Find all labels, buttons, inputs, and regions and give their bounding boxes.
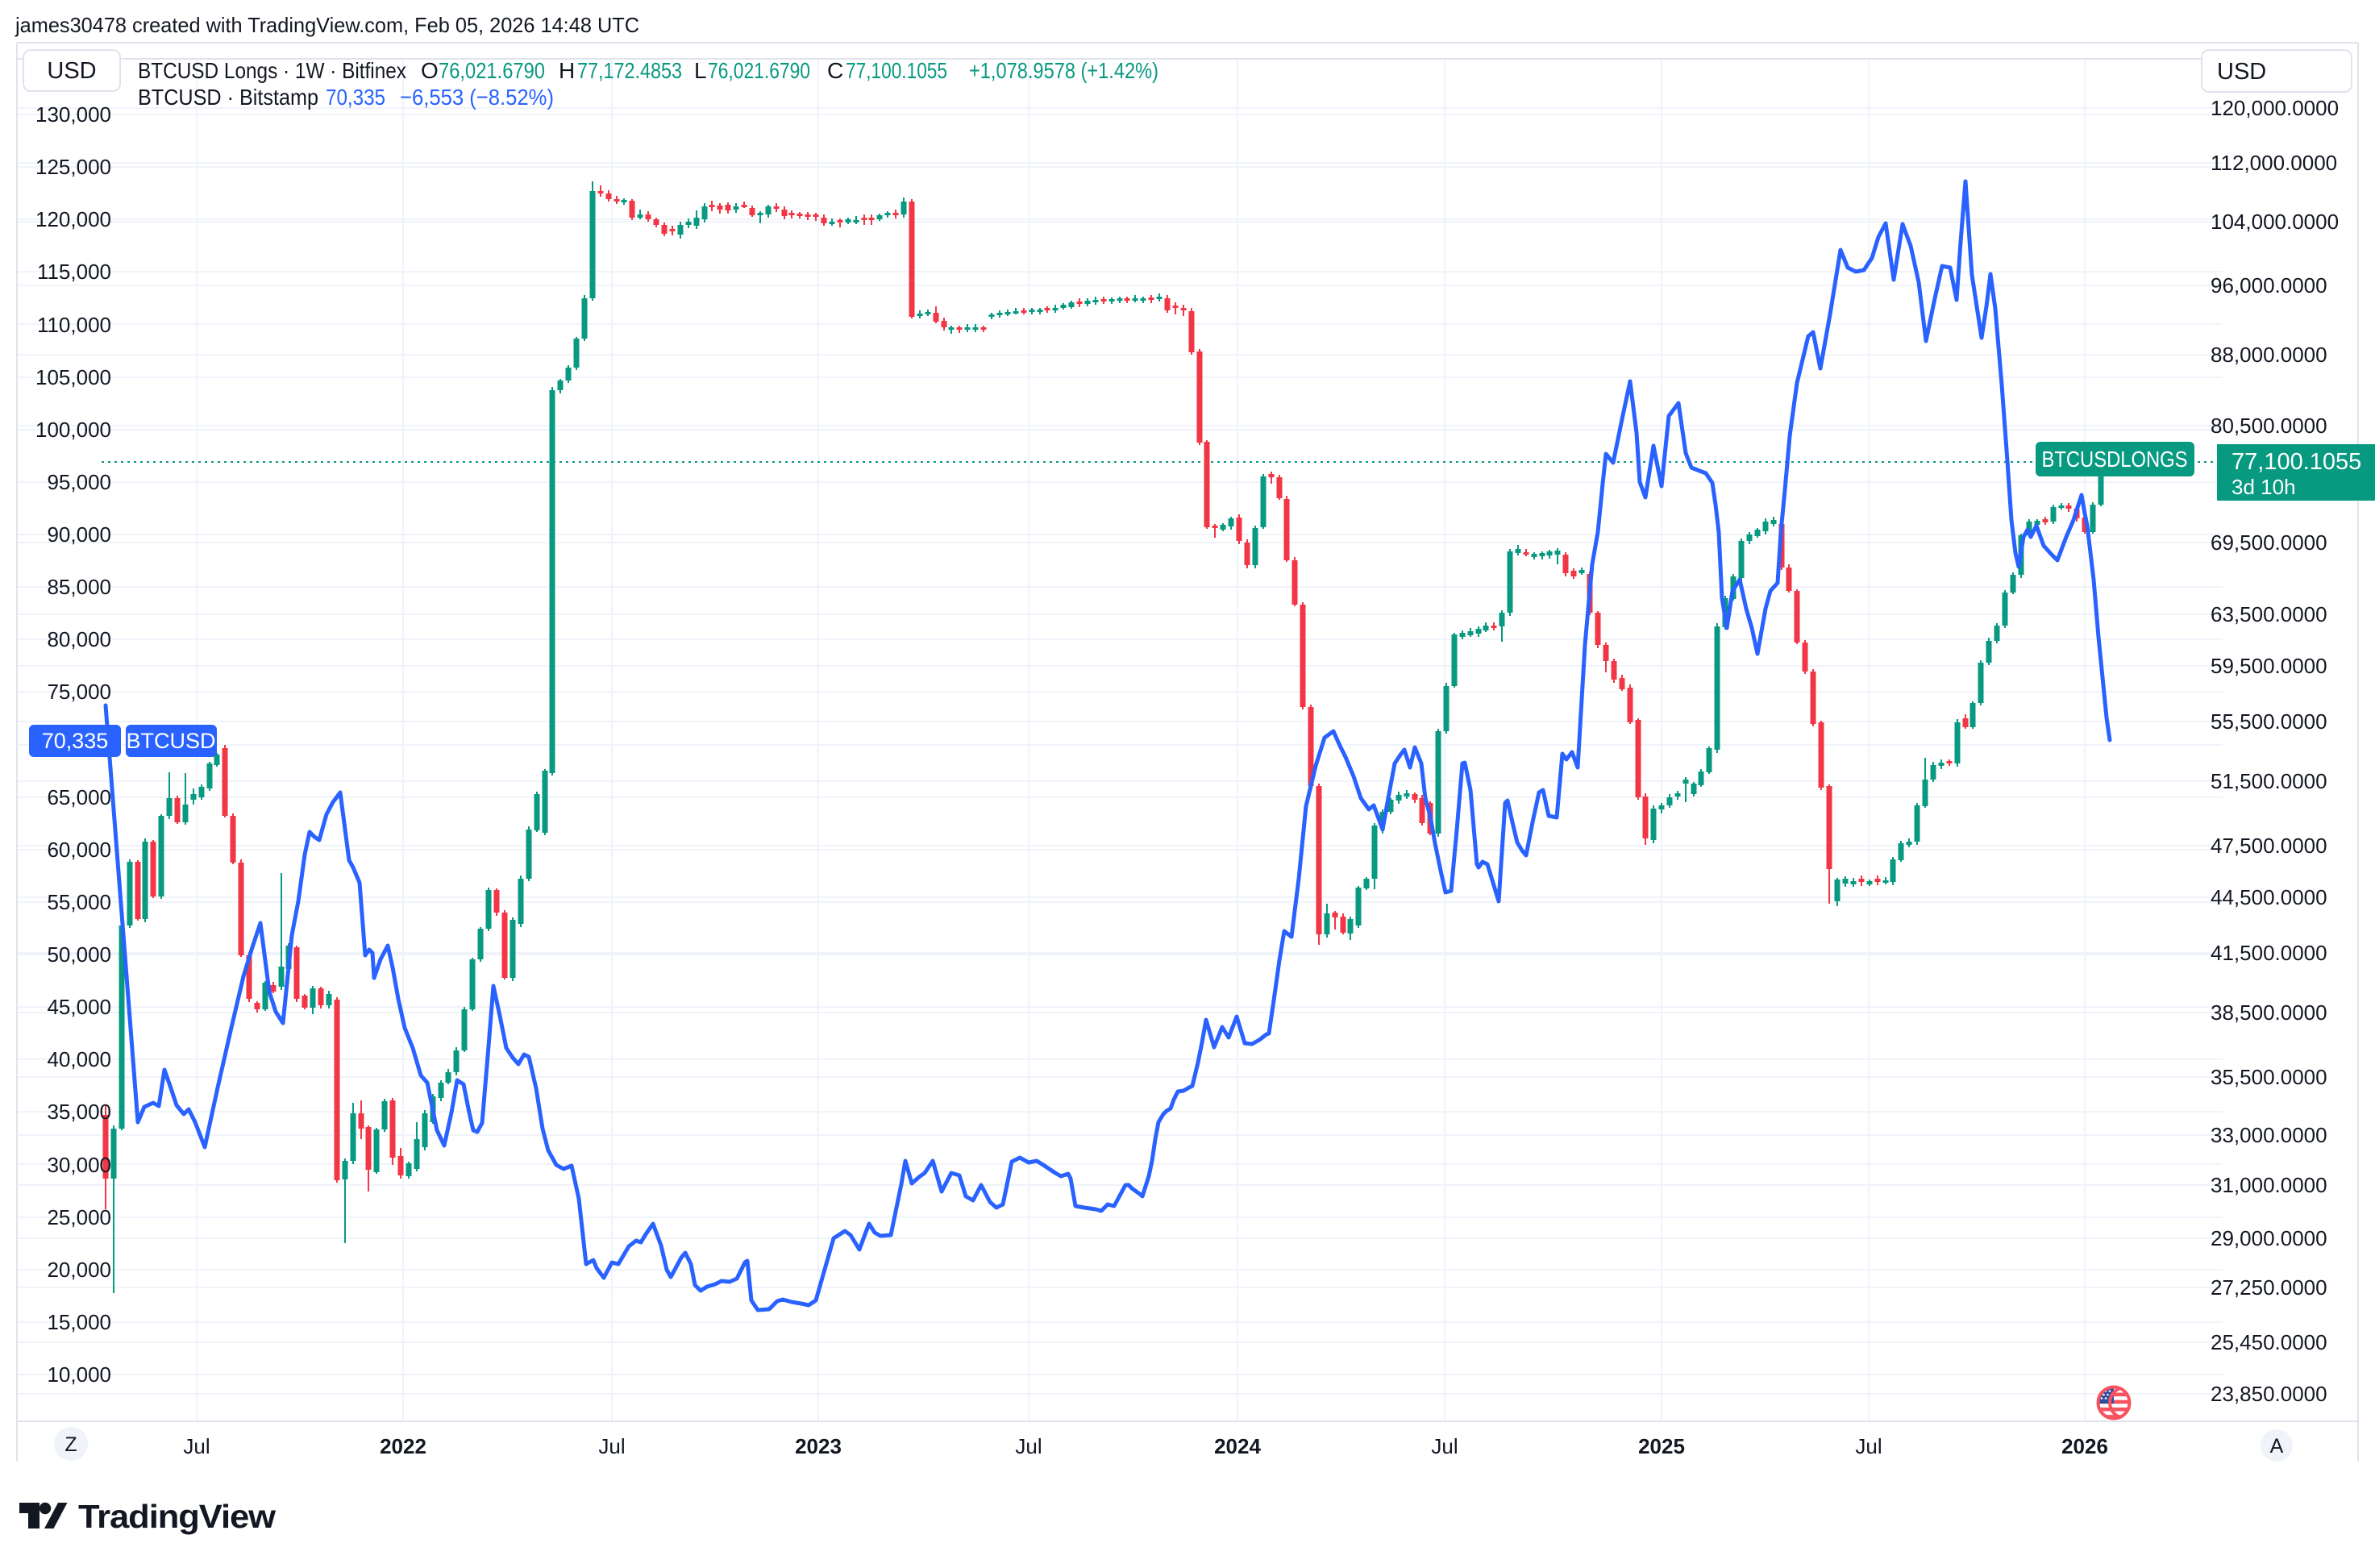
- svg-text:27,250.0000: 27,250.0000: [2211, 1275, 2327, 1300]
- svg-text:−6,553 (−8.52%): −6,553 (−8.52%): [400, 85, 554, 110]
- svg-text:47,500.0000: 47,500.0000: [2211, 834, 2327, 858]
- svg-text:51,500.0000: 51,500.0000: [2211, 769, 2327, 793]
- svg-text:15,000: 15,000: [47, 1310, 111, 1334]
- svg-text:29,000.0000: 29,000.0000: [2211, 1226, 2327, 1250]
- svg-text:L: L: [694, 58, 707, 83]
- svg-text:Z: Z: [64, 1433, 77, 1456]
- svg-text:Jul: Jul: [1431, 1434, 1458, 1458]
- svg-text:90,000: 90,000: [47, 522, 111, 547]
- svg-text:45,000: 45,000: [47, 995, 111, 1019]
- svg-text:25,000: 25,000: [47, 1205, 111, 1229]
- svg-text:59,500.0000: 59,500.0000: [2211, 654, 2327, 678]
- svg-text:55,000: 55,000: [47, 890, 111, 914]
- svg-text:41,500.0000: 41,500.0000: [2211, 941, 2327, 965]
- svg-text:125,000: 125,000: [35, 155, 111, 179]
- svg-text:O: O: [421, 58, 439, 83]
- svg-text:C: C: [827, 58, 843, 83]
- svg-text:Jul: Jul: [183, 1434, 210, 1458]
- svg-text:BTCUSDLONGS: BTCUSDLONGS: [2042, 447, 2188, 472]
- svg-text:2025: 2025: [1638, 1434, 1685, 1458]
- svg-text:H: H: [559, 58, 575, 83]
- svg-text:95,000: 95,000: [47, 470, 111, 494]
- svg-text:76,021.6790: 76,021.6790: [708, 58, 810, 83]
- svg-text:+1,078.9578 (+1.42%): +1,078.9578 (+1.42%): [969, 58, 1158, 83]
- svg-text:60,000: 60,000: [47, 838, 111, 862]
- svg-text:115,000: 115,000: [37, 260, 111, 284]
- svg-text:112,000.0000: 112,000.0000: [2211, 151, 2337, 175]
- svg-text:31,000.0000: 31,000.0000: [2211, 1173, 2327, 1197]
- svg-text:104,000.0000: 104,000.0000: [2211, 210, 2339, 234]
- svg-text:33,000.0000: 33,000.0000: [2211, 1123, 2327, 1147]
- svg-text:10,000: 10,000: [47, 1362, 111, 1387]
- svg-text:35,500.0000: 35,500.0000: [2211, 1065, 2327, 1089]
- svg-text:96,000.0000: 96,000.0000: [2211, 273, 2327, 297]
- svg-text:80,000: 80,000: [47, 627, 111, 651]
- svg-text:Jul: Jul: [1015, 1434, 1042, 1458]
- svg-text:77,172.4853: 77,172.4853: [577, 58, 682, 83]
- svg-text:2022: 2022: [380, 1434, 426, 1458]
- svg-text:110,000: 110,000: [37, 313, 111, 337]
- svg-text:76,021.6790: 76,021.6790: [439, 58, 545, 83]
- svg-text:44,500.0000: 44,500.0000: [2211, 885, 2327, 909]
- svg-text:77,100.1055: 77,100.1055: [846, 58, 947, 83]
- svg-text:Jul: Jul: [1855, 1434, 1882, 1458]
- svg-text:40,000: 40,000: [47, 1047, 111, 1071]
- svg-text:55,500.0000: 55,500.0000: [2211, 709, 2327, 734]
- svg-text:Jul: Jul: [598, 1434, 625, 1458]
- svg-text:120,000: 120,000: [35, 207, 111, 231]
- svg-text:70,335: 70,335: [42, 729, 109, 753]
- svg-text:BTCUSD · Bitstamp: BTCUSD · Bitstamp: [138, 85, 318, 110]
- svg-text:77,100.1055: 77,100.1055: [2232, 449, 2361, 475]
- svg-text:BTCUSD Longs · 1W · Bitfinex: BTCUSD Longs · 1W · Bitfinex: [138, 58, 406, 83]
- svg-text:25,450.0000: 25,450.0000: [2211, 1330, 2327, 1354]
- svg-text:69,500.0000: 69,500.0000: [2211, 530, 2327, 555]
- svg-text:130,000: 130,000: [35, 102, 111, 127]
- svg-text:USD: USD: [2217, 59, 2266, 85]
- svg-text:75,000: 75,000: [47, 680, 111, 704]
- svg-text:20,000: 20,000: [47, 1258, 111, 1282]
- svg-text:30,000: 30,000: [47, 1153, 111, 1177]
- svg-text:70,335: 70,335: [326, 85, 385, 110]
- svg-text:80,500.0000: 80,500.0000: [2211, 414, 2327, 438]
- svg-text:2023: 2023: [795, 1434, 842, 1458]
- svg-text:james30478 created with Tradin: james30478 created with TradingView.com,…: [15, 13, 639, 37]
- svg-text:65,000: 65,000: [47, 785, 111, 809]
- svg-text:100,000: 100,000: [35, 418, 111, 442]
- svg-text:120,000.0000: 120,000.0000: [2211, 96, 2339, 120]
- svg-text:85,000: 85,000: [47, 575, 111, 599]
- svg-text:38,500.0000: 38,500.0000: [2211, 1000, 2327, 1025]
- svg-text:USD: USD: [47, 58, 96, 84]
- svg-text:88,000.0000: 88,000.0000: [2211, 343, 2327, 367]
- svg-text:50,000: 50,000: [47, 942, 111, 967]
- svg-text:2024: 2024: [1214, 1434, 1261, 1458]
- svg-text:63,500.0000: 63,500.0000: [2211, 602, 2327, 626]
- svg-text:A: A: [2270, 1435, 2284, 1458]
- svg-text:23,850.0000: 23,850.0000: [2211, 1382, 2327, 1406]
- svg-text:2026: 2026: [2061, 1434, 2108, 1458]
- svg-text:3d 10h: 3d 10h: [2232, 475, 2296, 499]
- svg-text:35,000: 35,000: [47, 1100, 111, 1124]
- svg-text:105,000: 105,000: [35, 365, 111, 389]
- svg-text:BTCUSD: BTCUSD: [126, 729, 215, 753]
- svg-text:TradingView: TradingView: [78, 1498, 276, 1535]
